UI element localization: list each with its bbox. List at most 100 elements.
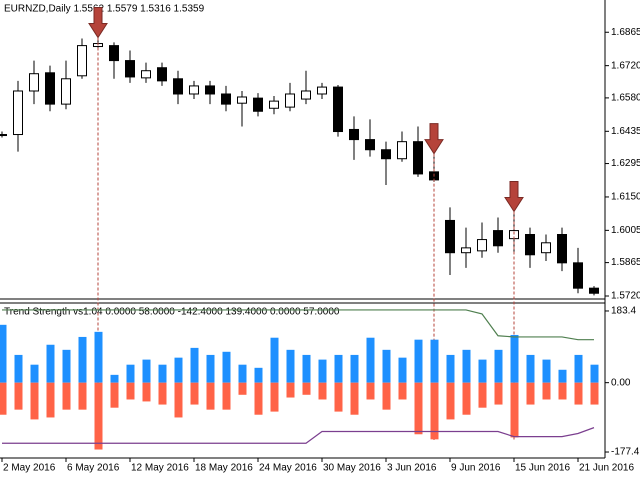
- indicator-bar: [414, 382, 423, 435]
- indicator-bar: [30, 364, 39, 383]
- indicator-bar: [270, 382, 279, 412]
- y-tick-label: 0.00: [611, 377, 631, 388]
- indicator-bar: [494, 349, 503, 383]
- candle-body: [205, 85, 215, 95]
- indicator-bar: [270, 337, 279, 383]
- indicator-bar: [526, 354, 535, 383]
- indicator-bar: [46, 344, 55, 383]
- x-tick-label: 18 May 2016: [195, 463, 253, 474]
- indicator-bar: [0, 382, 7, 415]
- indicator-bar: [126, 382, 135, 400]
- indicator-bar: [510, 334, 519, 383]
- indicator-bar: [414, 339, 423, 383]
- indicator-bar: [302, 382, 311, 395]
- indicator-bar: [574, 354, 583, 383]
- candle-body: [557, 234, 567, 264]
- y-tick-label: 1.6720: [611, 60, 640, 71]
- candle-body: [333, 86, 343, 133]
- signal-arrow: [424, 123, 444, 155]
- indicator-bar: [510, 382, 519, 438]
- chart-title: EURNZD,Daily 1.5562 1.5579 1.5316 1.5359: [4, 4, 205, 15]
- indicator-bar: [110, 374, 119, 383]
- indicator-bar: [542, 359, 551, 383]
- indicator-bar: [318, 359, 327, 383]
- candle-body: [29, 73, 39, 92]
- candle-body: [413, 141, 423, 175]
- candle-body: [109, 45, 119, 62]
- indicator-bar: [14, 354, 23, 383]
- candle-body: [365, 139, 375, 151]
- y-tick-label: 1.6005: [611, 225, 640, 236]
- x-tick-label: 24 May 2016: [259, 463, 317, 474]
- indicator-bar: [0, 324, 7, 383]
- indicator-bar: [254, 382, 263, 415]
- candle-body: [445, 219, 455, 254]
- indicator-bar: [398, 382, 407, 400]
- x-tick-label: 15 Jun 2016: [515, 463, 570, 474]
- candle-body: [589, 287, 599, 294]
- indicator-bar: [190, 382, 199, 405]
- candle-body: [301, 90, 311, 100]
- indicator-bar: [286, 382, 295, 398]
- candle-body: [397, 141, 407, 160]
- x-tick-label: 9 Jun 2016: [451, 463, 501, 474]
- indicator-bar: [318, 382, 327, 400]
- y-tick-label: 1.6865: [611, 27, 640, 38]
- y-tick-label: 1.6435: [611, 126, 640, 137]
- indicator-bar: [206, 382, 215, 410]
- indicator-bar: [158, 382, 167, 405]
- indicator-bar: [430, 382, 439, 440]
- indicator-bar: [46, 382, 55, 418]
- indicator-bar: [78, 382, 87, 410]
- y-tick-label: 1.6150: [611, 192, 640, 203]
- indicator-bar: [526, 382, 535, 405]
- indicator-bar: [462, 382, 471, 415]
- indicator-bar: [366, 337, 375, 383]
- indicator-bar: [126, 364, 135, 383]
- indicator-bar: [254, 367, 263, 383]
- candle-body: [573, 262, 583, 289]
- indicator-bar: [478, 359, 487, 383]
- candle-body: [381, 149, 391, 160]
- indicator-bar: [462, 349, 471, 383]
- indicator-bar: [190, 347, 199, 383]
- indicator-bar: [222, 382, 231, 410]
- candle-body: [285, 93, 295, 108]
- candle-body: [461, 247, 471, 254]
- indicator-bar: [238, 364, 247, 383]
- candle-body: [141, 70, 151, 79]
- indicator-bar: [334, 382, 343, 412]
- x-tick-label: 6 May 2016: [67, 463, 120, 474]
- indicator-bar: [62, 349, 71, 383]
- x-tick-label: 30 May 2016: [323, 463, 381, 474]
- indicator-bar: [430, 339, 439, 383]
- indicator-bar: [94, 382, 103, 450]
- indicator-bar: [398, 357, 407, 383]
- indicator-bar: [62, 382, 71, 410]
- candle-body: [477, 239, 487, 252]
- candle-body: [173, 78, 183, 95]
- y-tick-label: 1.6580: [611, 93, 640, 104]
- candle-body: [77, 45, 87, 77]
- candle-body: [45, 72, 55, 105]
- indicator-line: [2, 427, 595, 444]
- indicator-bar: [558, 382, 567, 400]
- candle-body: [493, 230, 503, 247]
- indicator-bar: [558, 369, 567, 383]
- candle-body: [349, 128, 359, 141]
- signal-arrow: [504, 180, 524, 213]
- indicator-bar: [78, 336, 87, 383]
- y-tick-label: 1.5865: [611, 257, 640, 268]
- signal-arrow: [88, 7, 108, 39]
- indicator-bar: [382, 349, 391, 383]
- indicator-bar: [382, 382, 391, 410]
- indicator-bar: [574, 382, 583, 405]
- indicator-bar: [14, 382, 23, 410]
- indicator-bar: [222, 351, 231, 383]
- x-tick-label: 21 Jun 2016: [579, 463, 634, 474]
- indicator-bar: [302, 354, 311, 383]
- x-tick-label: 2 May 2016: [3, 463, 56, 474]
- candle-body: [541, 242, 551, 254]
